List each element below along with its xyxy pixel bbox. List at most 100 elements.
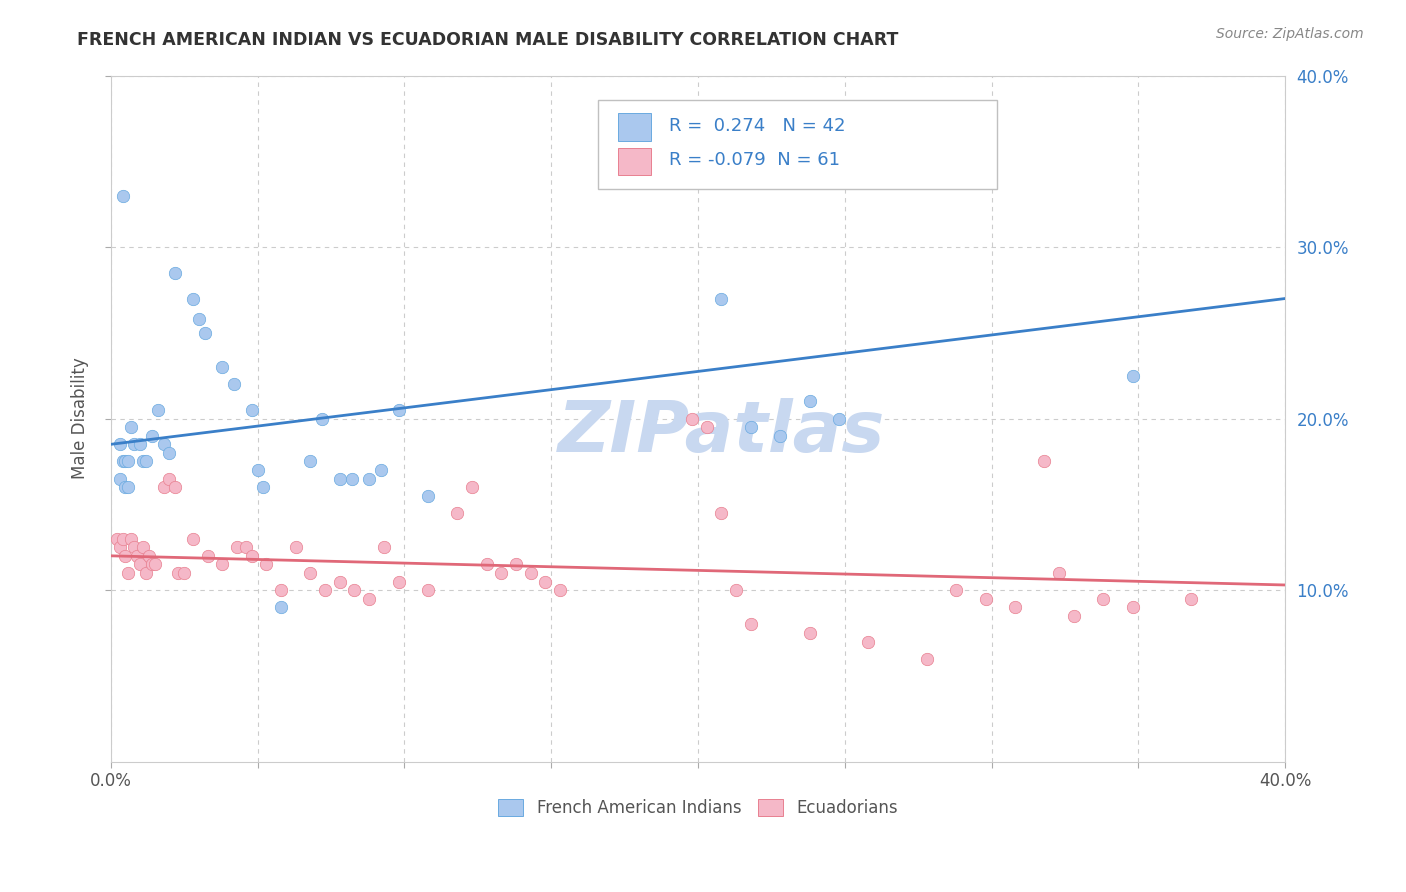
Point — [120, 532, 142, 546]
Point — [799, 626, 821, 640]
Text: R =  0.274   N = 42: R = 0.274 N = 42 — [669, 117, 845, 135]
Point — [1047, 566, 1070, 580]
Point — [167, 566, 190, 580]
Point — [1121, 600, 1143, 615]
Point — [340, 472, 363, 486]
Point — [143, 558, 166, 572]
Text: R = -0.079  N = 61: R = -0.079 N = 61 — [669, 151, 839, 169]
Point — [373, 541, 395, 555]
Point — [725, 583, 748, 598]
FancyBboxPatch shape — [619, 147, 651, 175]
Point — [681, 411, 703, 425]
Point — [252, 480, 274, 494]
Point — [491, 566, 513, 580]
Point — [226, 541, 249, 555]
Point — [129, 558, 152, 572]
Point — [211, 558, 233, 572]
Point — [681, 137, 703, 152]
Point — [165, 266, 187, 280]
Y-axis label: Male Disability: Male Disability — [72, 358, 89, 480]
Point — [159, 446, 181, 460]
Point — [299, 566, 322, 580]
Point — [387, 403, 409, 417]
Point — [710, 506, 733, 520]
Point — [181, 292, 204, 306]
Point — [105, 532, 128, 546]
Point — [111, 188, 134, 202]
Point — [1004, 600, 1026, 615]
Point — [329, 472, 352, 486]
Point — [117, 454, 139, 468]
Point — [240, 549, 263, 563]
Point — [1121, 368, 1143, 383]
Text: Source: ZipAtlas.com: Source: ZipAtlas.com — [1216, 27, 1364, 41]
Point — [141, 558, 163, 572]
Point — [122, 541, 145, 555]
Point — [1063, 608, 1085, 623]
FancyBboxPatch shape — [598, 100, 997, 189]
Point — [129, 437, 152, 451]
Point — [519, 566, 541, 580]
Point — [299, 454, 322, 468]
Point — [111, 454, 134, 468]
Point — [152, 437, 174, 451]
Point — [197, 549, 219, 563]
Point — [505, 558, 527, 572]
FancyBboxPatch shape — [619, 113, 651, 141]
Point — [165, 480, 187, 494]
Point — [915, 652, 938, 666]
Point — [974, 591, 997, 606]
Point — [329, 574, 352, 589]
Text: ZIPatlas: ZIPatlas — [558, 398, 886, 467]
Text: FRENCH AMERICAN INDIAN VS ECUADORIAN MALE DISABILITY CORRELATION CHART: FRENCH AMERICAN INDIAN VS ECUADORIAN MAL… — [77, 31, 898, 49]
Point — [254, 558, 277, 572]
Point — [1092, 591, 1115, 606]
Point — [416, 583, 439, 598]
Point — [211, 360, 233, 375]
Point — [314, 583, 336, 598]
Point — [181, 532, 204, 546]
Point — [740, 420, 762, 434]
Point — [799, 394, 821, 409]
Point — [311, 411, 333, 425]
Point — [284, 541, 307, 555]
Point — [270, 583, 292, 598]
Point — [1180, 591, 1202, 606]
Point — [246, 463, 269, 477]
Point — [108, 472, 131, 486]
Point — [122, 437, 145, 451]
Point — [114, 480, 136, 494]
Point — [548, 583, 571, 598]
Point — [173, 566, 195, 580]
Point — [461, 480, 484, 494]
Point — [152, 480, 174, 494]
Point — [769, 429, 792, 443]
Point — [416, 489, 439, 503]
Point — [117, 480, 139, 494]
Point — [828, 411, 851, 425]
Point — [114, 454, 136, 468]
Point — [858, 634, 880, 648]
Point — [710, 292, 733, 306]
Point — [343, 583, 366, 598]
Point — [138, 549, 160, 563]
Point — [240, 403, 263, 417]
Point — [370, 463, 392, 477]
Point — [945, 583, 967, 598]
Point — [117, 566, 139, 580]
Point — [159, 472, 181, 486]
Point — [475, 558, 498, 572]
Point — [235, 541, 257, 555]
Point — [270, 600, 292, 615]
Point — [534, 574, 557, 589]
Point — [1033, 454, 1056, 468]
Point — [387, 574, 409, 589]
Point — [114, 549, 136, 563]
Point — [446, 506, 468, 520]
Point — [359, 591, 381, 606]
Point — [108, 541, 131, 555]
Legend: French American Indians, Ecuadorians: French American Indians, Ecuadorians — [492, 792, 904, 823]
Point — [222, 377, 245, 392]
Point — [135, 566, 157, 580]
Point — [132, 454, 155, 468]
